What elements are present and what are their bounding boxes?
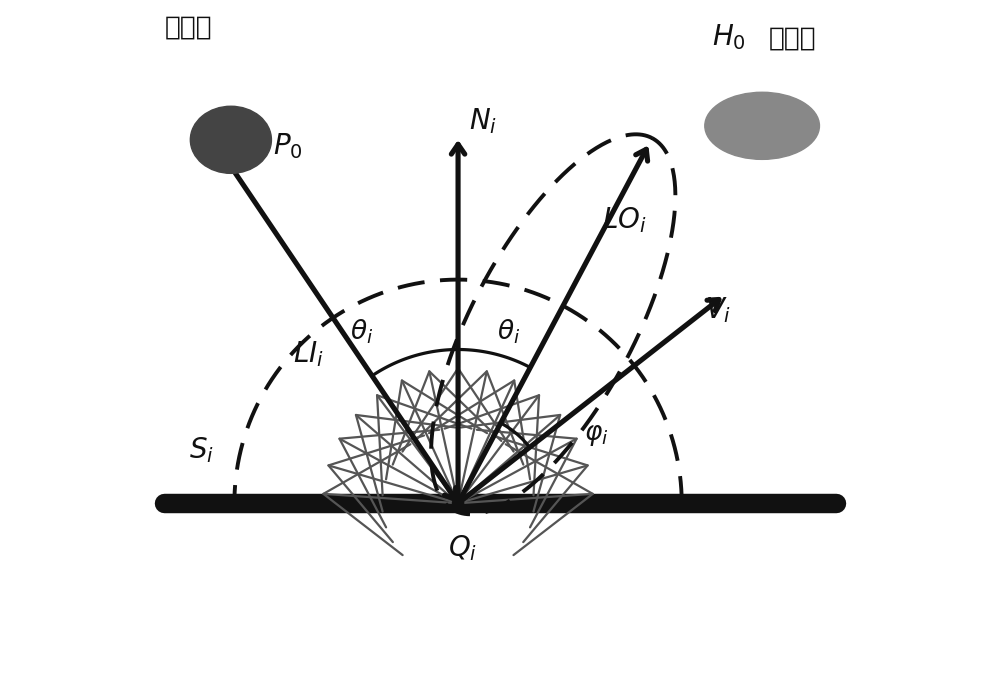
Text: 观察点: 观察点 [769, 25, 817, 52]
Text: $P_0$: $P_0$ [273, 131, 303, 161]
Ellipse shape [190, 106, 271, 173]
Text: $LO_i$: $LO_i$ [602, 205, 647, 235]
Text: 点光源: 点光源 [164, 15, 212, 41]
Ellipse shape [705, 92, 819, 159]
Text: $S_i$: $S_i$ [189, 435, 214, 465]
Text: $\varphi_i$: $\varphi_i$ [584, 422, 608, 448]
Circle shape [452, 498, 464, 509]
Text: $\theta_i$: $\theta_i$ [350, 317, 373, 345]
Text: $H_0$: $H_0$ [712, 22, 746, 52]
Text: $V_i$: $V_i$ [705, 295, 731, 325]
Text: $Q_i$: $Q_i$ [448, 533, 477, 563]
Text: $\theta_i$: $\theta_i$ [497, 317, 520, 345]
Text: $N_i$: $N_i$ [469, 106, 497, 136]
Text: $LI_i$: $LI_i$ [293, 339, 324, 369]
